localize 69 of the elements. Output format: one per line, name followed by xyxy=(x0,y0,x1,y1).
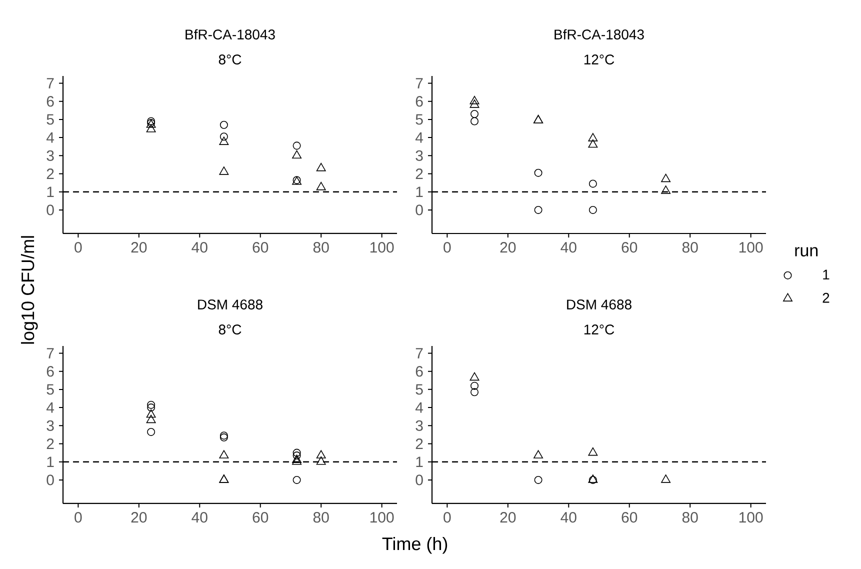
chart-subtitle: 12°C xyxy=(584,324,614,334)
y-tick-label: 6 xyxy=(416,366,423,377)
x-tick-label: 0 xyxy=(74,242,82,253)
y-tick-label: 2 xyxy=(416,438,423,449)
y-tick-label: 4 xyxy=(415,132,424,143)
x-tick-label: 60 xyxy=(252,242,268,253)
x-tick-label: 60 xyxy=(622,242,638,253)
x-tick-label: 60 xyxy=(622,512,638,523)
x-tick-label: 0 xyxy=(74,512,82,523)
x-tick-label: 80 xyxy=(313,512,329,523)
x-tick-label: 60 xyxy=(252,512,268,523)
chart-subtitle: 8°C xyxy=(218,324,242,334)
x-tick-label: 20 xyxy=(500,242,516,253)
y-tick-label: 6 xyxy=(46,366,54,377)
y-tick-label: 2 xyxy=(46,168,54,179)
y-tick-label: 7 xyxy=(46,78,54,88)
x-tick-label: 20 xyxy=(500,512,516,523)
y-tick-label: 2 xyxy=(46,438,54,449)
x-tick-label: 100 xyxy=(370,512,394,523)
x-tick-label: 0 xyxy=(444,242,451,253)
y-tick-label: 0 xyxy=(46,204,54,216)
x-tick-label: 20 xyxy=(131,512,147,523)
y-tick-label: 0 xyxy=(416,474,423,486)
x-tick-label: 20 xyxy=(131,242,147,253)
y-tick-label: 6 xyxy=(46,96,54,107)
y-tick-label: 1 xyxy=(47,186,54,198)
y-tick-label: 4 xyxy=(415,402,424,413)
y-tick-label: 5 xyxy=(416,384,423,395)
legend-title: run xyxy=(795,247,818,256)
chart-title: DSM 4688 xyxy=(567,300,632,310)
y-tick-label: 1 xyxy=(416,186,423,198)
y-axis-title: log10 CFU/ml xyxy=(20,236,38,344)
y-tick-label: 3 xyxy=(46,150,54,161)
chart-subtitle: 8°C xyxy=(218,54,242,64)
y-tick-label: 5 xyxy=(46,384,54,395)
x-tick-label: 40 xyxy=(192,512,208,523)
x-tick-label: 40 xyxy=(560,242,576,253)
y-tick-label: 1 xyxy=(416,456,423,468)
y-tick-label: 5 xyxy=(46,114,54,125)
y-tick-label: 4 xyxy=(46,402,54,413)
y-tick-label: 3 xyxy=(416,420,423,431)
y-tick-label: 4 xyxy=(46,132,54,143)
x-tick-label: 80 xyxy=(682,242,698,253)
y-tick-label: 7 xyxy=(416,78,423,88)
chart-title: BfR-CA-18043 xyxy=(554,29,644,40)
chart-title: BfR-CA-18043 xyxy=(186,29,275,40)
x-tick-label: 40 xyxy=(560,512,576,523)
x-tick-label: 40 xyxy=(192,242,208,253)
x-tick-label: 100 xyxy=(739,242,763,253)
chart-title: DSM 4688 xyxy=(198,300,262,310)
x-tick-label: 0 xyxy=(444,512,451,523)
y-tick-label: 7 xyxy=(46,348,54,358)
y-tick-label: 2 xyxy=(416,168,423,179)
y-tick-label: 0 xyxy=(416,204,423,216)
y-tick-label: 5 xyxy=(416,114,423,125)
x-tick-label: 80 xyxy=(682,512,698,523)
y-tick-label: 7 xyxy=(416,348,423,358)
y-tick-label: 1 xyxy=(47,456,54,468)
x-tick-label: 80 xyxy=(313,242,329,253)
y-tick-label: 0 xyxy=(46,474,54,486)
legend-label: 1 xyxy=(823,270,830,280)
y-tick-label: 6 xyxy=(416,96,423,107)
legend-label: 2 xyxy=(822,292,830,303)
chart-subtitle: 12°C xyxy=(584,54,614,64)
y-tick-label: 3 xyxy=(46,420,54,431)
x-axis-title: Time (h) xyxy=(382,537,448,554)
x-tick-label: 100 xyxy=(370,242,394,253)
x-tick-label: 100 xyxy=(739,512,763,523)
y-tick-label: 3 xyxy=(416,150,423,161)
